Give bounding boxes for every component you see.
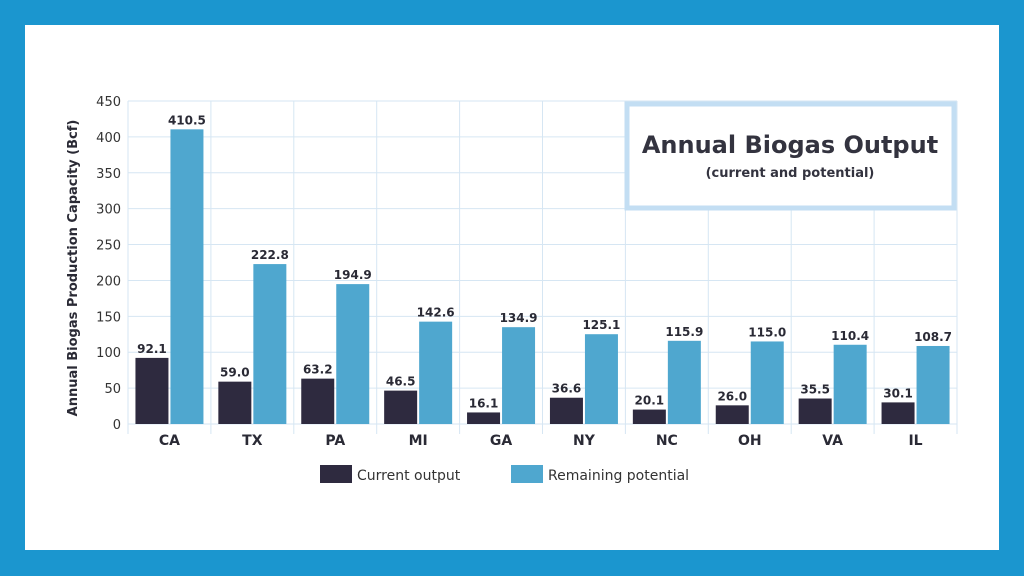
bar-current-output: [135, 357, 169, 424]
data-label-remaining-potential: 222.8: [251, 248, 289, 262]
legend-swatch-remaining: [511, 465, 543, 483]
data-label-current-output: 16.1: [469, 396, 499, 410]
data-label-remaining-potential: 410.5: [168, 113, 206, 127]
data-label-remaining-potential: 134.9: [500, 311, 538, 325]
legend-label-current: Current output: [357, 468, 461, 484]
bar-current-output: [218, 381, 252, 424]
y-tick-label: 250: [96, 239, 121, 254]
bar-remaining-potential: [750, 341, 784, 424]
labels-layer: 0 50 100 150 200 250 300 350 400 450 92.1 410.5 CA 59…: [96, 95, 952, 449]
x-tick-label: MI: [409, 433, 428, 449]
bar-current-output: [715, 405, 749, 424]
legend-label-remaining: Remaining potential: [548, 468, 689, 484]
data-label-current-output: 63.2: [303, 363, 333, 377]
y-tick-label: 300: [96, 203, 121, 218]
data-label-current-output: 46.5: [386, 375, 416, 389]
data-label-current-output: 59.0: [220, 366, 250, 380]
y-tick-label: 400: [96, 131, 121, 146]
data-label-remaining-potential: 108.7: [914, 330, 952, 344]
data-label-remaining-potential: 115.0: [748, 325, 786, 339]
chart-title: Annual Biogas Output: [642, 131, 938, 159]
bar-current-output: [467, 412, 501, 424]
bar-remaining-potential: [419, 321, 453, 424]
data-label-current-output: 92.1: [137, 342, 167, 356]
x-tick-label: TX: [242, 433, 263, 449]
bar-remaining-potential: [253, 264, 287, 424]
y-tick-label: 0: [113, 418, 121, 433]
bars-layer: [135, 129, 950, 424]
biogas-bar-chart: 0 50 100 150 200 250 300 350 400 450 92.1 410.5 CA 59…: [66, 95, 958, 484]
data-label-current-output: 30.1: [883, 386, 913, 400]
bar-remaining-potential: [916, 345, 950, 424]
data-label-remaining-potential: 115.9: [665, 325, 703, 339]
data-label-remaining-potential: 142.6: [417, 306, 455, 320]
y-axis-label: Annual Biogas Production Capacity (Bcf): [66, 120, 81, 417]
bar-current-output: [881, 402, 915, 424]
bar-remaining-potential: [502, 327, 536, 424]
legend-swatch-current: [320, 465, 352, 483]
data-label-remaining-potential: 110.4: [831, 329, 869, 343]
bar-remaining-potential: [833, 344, 867, 424]
data-label-current-output: 36.6: [552, 382, 582, 396]
bar-remaining-potential: [170, 129, 204, 424]
title-box: [624, 101, 957, 211]
x-tick-label: CA: [159, 433, 180, 449]
chart-card: 0 50 100 150 200 250 300 350 400 450 92.1 410.5 CA 59…: [25, 25, 999, 550]
legend: Current output Remaining potential: [320, 465, 689, 484]
x-tick-label: GA: [490, 433, 512, 449]
bar-remaining-potential: [584, 334, 618, 424]
y-tick-label: 350: [96, 167, 121, 182]
x-tick-label: NC: [656, 433, 678, 449]
x-tick-label: IL: [908, 433, 922, 449]
bar-current-output: [384, 390, 418, 424]
x-tick-label: VA: [822, 433, 843, 449]
data-label-current-output: 20.1: [635, 394, 665, 408]
y-tick-label: 150: [96, 310, 121, 325]
y-tick-label: 50: [104, 382, 121, 397]
bar-remaining-potential: [667, 340, 701, 424]
bar-remaining-potential: [336, 284, 370, 424]
data-label-remaining-potential: 125.1: [582, 318, 620, 332]
y-tick-label: 450: [96, 95, 121, 110]
bar-current-output: [301, 378, 335, 424]
x-tick-label: NY: [573, 433, 596, 449]
data-label-current-output: 35.5: [800, 383, 830, 397]
data-label-remaining-potential: 194.9: [334, 268, 372, 282]
y-tick-label: 100: [96, 346, 121, 361]
bar-current-output: [549, 397, 583, 424]
bar-current-output: [632, 409, 666, 424]
x-tick-label: PA: [325, 433, 345, 449]
y-tick-label: 200: [96, 274, 121, 289]
bar-current-output: [798, 398, 832, 424]
data-label-current-output: 26.0: [717, 389, 747, 403]
chart-subtitle: (current and potential): [706, 166, 875, 181]
x-tick-label: OH: [738, 433, 762, 449]
